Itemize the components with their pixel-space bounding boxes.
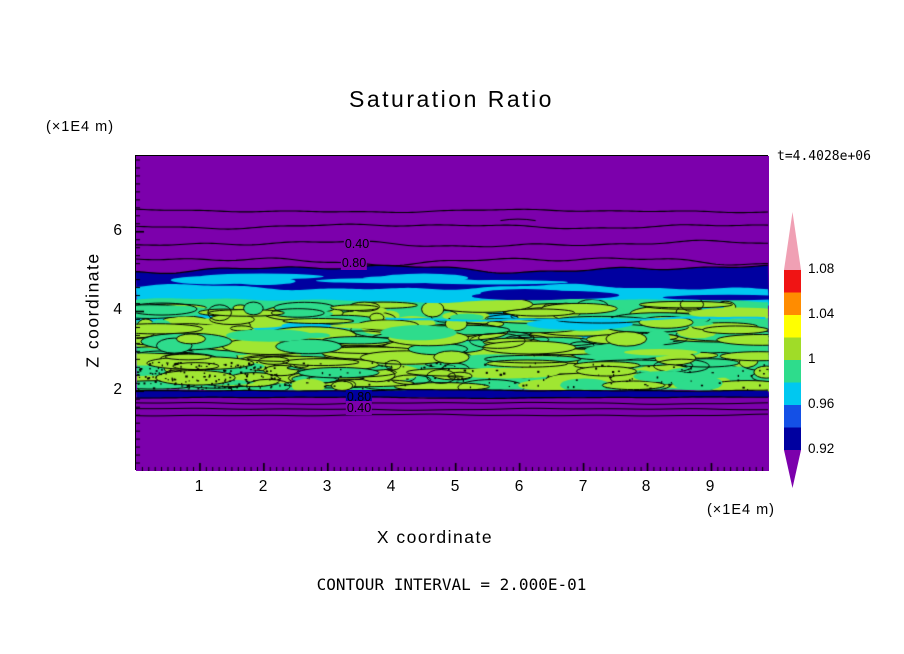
- colorbar-tick-label: 1.04: [808, 306, 835, 321]
- contour-label: 0.40: [343, 237, 371, 251]
- colorbar-segment: [784, 270, 801, 293]
- colorbar-segment: [784, 405, 801, 428]
- y-tick-label: 4: [113, 301, 122, 318]
- x-tick-label: 2: [258, 478, 268, 495]
- colorbar-tick-label: 1.08: [808, 261, 835, 276]
- saturation-field-canvas: [136, 156, 769, 471]
- x-tick-label: 3: [322, 478, 332, 495]
- colorbar-segment: [784, 382, 801, 405]
- colorbar-segment: [784, 315, 801, 338]
- y-tick-label: 2: [113, 381, 122, 398]
- colorbar-tick-label: 0.92: [808, 441, 835, 456]
- x-tick-label: 4: [386, 478, 396, 495]
- colorbar-tick-label: 1: [808, 351, 816, 366]
- colorbar-segment: [784, 292, 801, 315]
- colorbar-segment: [784, 360, 801, 383]
- colorbar-segment: [784, 337, 801, 360]
- time-annotation: t=4.4028e+06: [777, 149, 871, 164]
- x-tick-label: 8: [641, 478, 651, 495]
- x-tick-label: 6: [514, 478, 524, 495]
- x-tick-label: 7: [578, 478, 588, 495]
- colorbar-segment: [784, 427, 801, 450]
- contour-interval-note: CONTOUR INTERVAL = 2.000E-01: [316, 575, 587, 594]
- contour-label: 0.40: [345, 401, 373, 415]
- x-axis-title: X coordinate: [376, 527, 494, 547]
- plot-area: 0.40 0.80 0.80 0.40: [135, 155, 769, 471]
- x-tick-label: 5: [450, 478, 460, 495]
- colorbar-tick-label: 0.96: [808, 396, 835, 411]
- contour-label: 0.80: [340, 256, 368, 270]
- colorbar-top-tip: [784, 212, 801, 270]
- contour-label: 0.80: [345, 390, 373, 404]
- colorbar-bottom-tip: [784, 450, 801, 488]
- page-title: Saturation Ratio: [349, 86, 554, 112]
- x-axis-unit: (×1E4 m): [706, 502, 775, 518]
- y-axis-unit: (×1E4 m): [46, 119, 115, 135]
- x-tick-label: 1: [194, 478, 204, 495]
- colorbar: [784, 212, 801, 488]
- y-tick-label: 6: [113, 222, 122, 239]
- x-tick-label: 9: [705, 478, 715, 495]
